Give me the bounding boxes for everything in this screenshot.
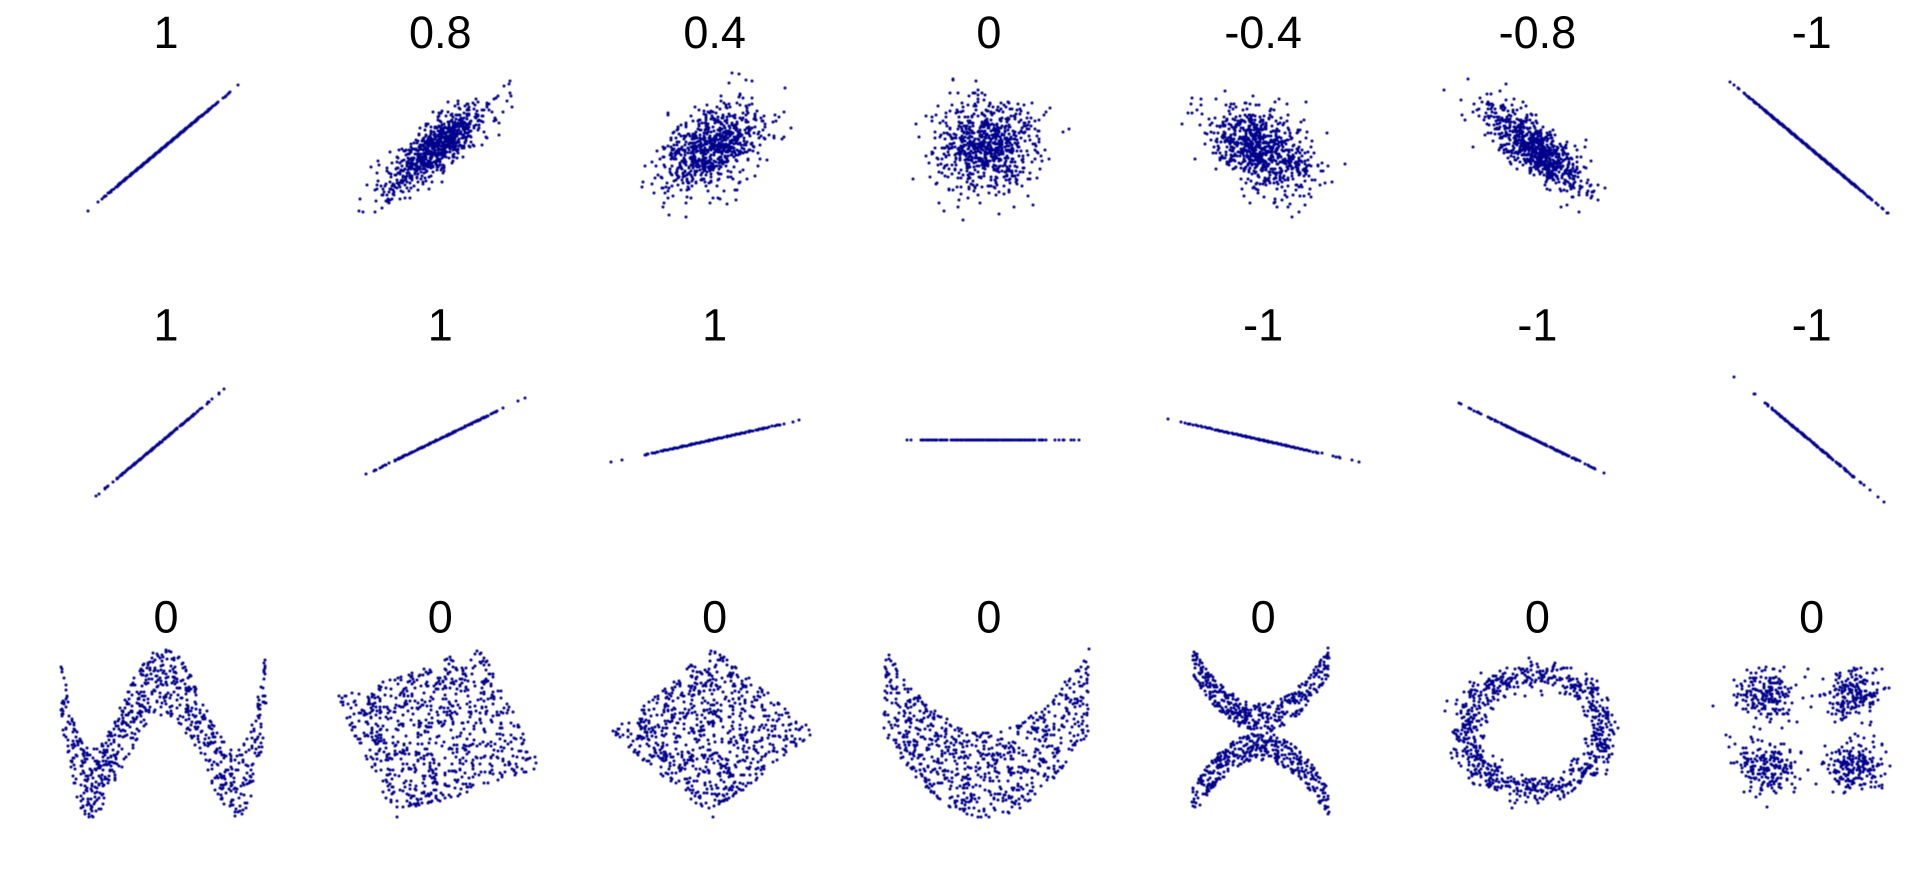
- svg-text:-1: -1: [1517, 299, 1557, 350]
- svg-text:0: 0: [976, 592, 1001, 643]
- svg-text:0.4: 0.4: [683, 7, 746, 58]
- svg-text:0: 0: [428, 592, 453, 643]
- svg-text:1: 1: [153, 7, 178, 58]
- svg-text:0: 0: [153, 592, 178, 643]
- svg-text:-1: -1: [1792, 299, 1832, 350]
- svg-text:0: 0: [1525, 592, 1550, 643]
- svg-text:0.8: 0.8: [409, 7, 472, 58]
- svg-text:1: 1: [702, 299, 727, 350]
- svg-text:0: 0: [976, 7, 1001, 58]
- svg-text:1: 1: [428, 299, 453, 350]
- svg-text:1: 1: [153, 299, 178, 350]
- svg-text:0: 0: [1799, 592, 1824, 643]
- svg-text:0: 0: [1251, 592, 1276, 643]
- svg-text:0: 0: [702, 592, 727, 643]
- svg-text:-0.4: -0.4: [1224, 7, 1302, 58]
- svg-text:-1: -1: [1792, 7, 1832, 58]
- svg-text:-1: -1: [1243, 299, 1283, 350]
- svg-text:-0.8: -0.8: [1499, 7, 1577, 58]
